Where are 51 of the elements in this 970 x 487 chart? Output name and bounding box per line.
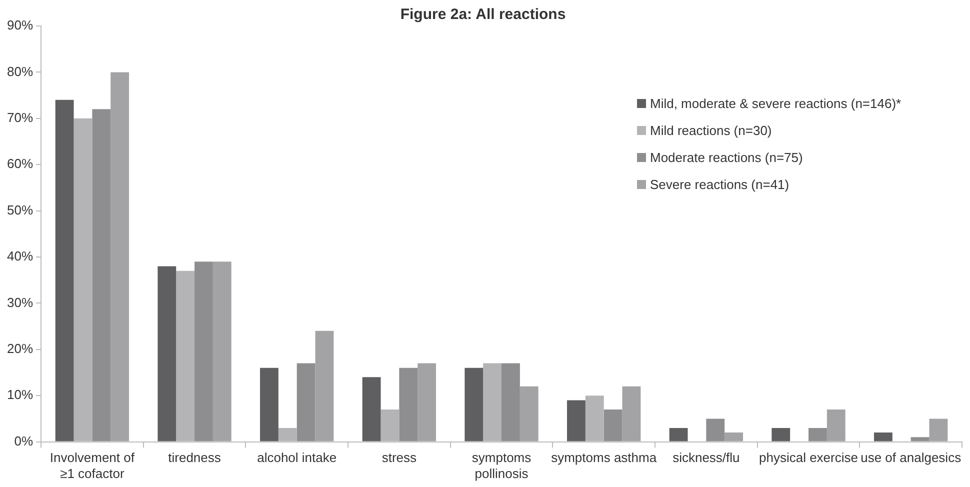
bar	[92, 109, 111, 442]
x-tick-label: Involvement of ≥1 cofactor	[50, 450, 135, 481]
bar	[55, 100, 74, 442]
bar	[567, 400, 586, 442]
bar	[929, 418, 948, 442]
bar	[464, 368, 484, 442]
bar	[260, 368, 278, 442]
x-tick-label: sickness/flu	[672, 450, 740, 466]
legend-label: Mild reactions (n=30)	[650, 123, 772, 138]
x-tick-label: use of analgesics	[860, 450, 962, 466]
legend-label: Mild, moderate & severe reactions (n=146)*	[650, 96, 902, 111]
bar	[622, 386, 641, 442]
y-tick-label: 90%	[6, 18, 34, 33]
legend-label: Moderate reactions (n=75)	[650, 150, 803, 165]
bar	[362, 377, 381, 442]
bar	[808, 428, 827, 442]
x-tick-label: symptoms pollinosis	[472, 450, 532, 481]
x-tick-label: symptoms asthma	[551, 450, 658, 466]
y-tick-label: 50%	[6, 202, 34, 218]
bar	[669, 428, 688, 442]
bar	[520, 386, 538, 442]
bar	[502, 363, 520, 442]
bar	[296, 363, 316, 442]
y-tick-label: 30%	[6, 294, 34, 310]
bar	[315, 330, 334, 442]
bar	[212, 262, 232, 442]
bar	[724, 432, 744, 442]
y-tick-label: 10%	[6, 387, 34, 402]
y-tick-label: 60%	[6, 156, 34, 172]
y-tick-label: 70%	[6, 110, 34, 125]
x-tick-label: tiredness	[168, 450, 222, 466]
bar	[418, 363, 436, 442]
bar	[604, 409, 622, 442]
bar	[706, 418, 725, 442]
y-tick-label: 40%	[6, 248, 34, 264]
bar	[399, 368, 418, 442]
bar	[874, 432, 892, 442]
x-tick-label: stress	[382, 450, 418, 466]
bar	[772, 428, 790, 442]
x-tick-label: physical exercise	[759, 450, 858, 466]
legend-label: Severe reactions (n=41)	[650, 177, 790, 192]
x-tick-label: alcohol intake	[257, 450, 337, 466]
y-tick-label: 0%	[14, 433, 34, 448]
bar	[910, 437, 930, 442]
y-tick-label: 20%	[6, 340, 34, 356]
bar	[110, 72, 130, 442]
bar	[826, 409, 846, 442]
y-tick-label: 80%	[6, 64, 34, 79]
bar	[194, 262, 213, 442]
bar	[158, 266, 176, 442]
chart-title: Figure 2a: All reactions	[400, 6, 566, 24]
